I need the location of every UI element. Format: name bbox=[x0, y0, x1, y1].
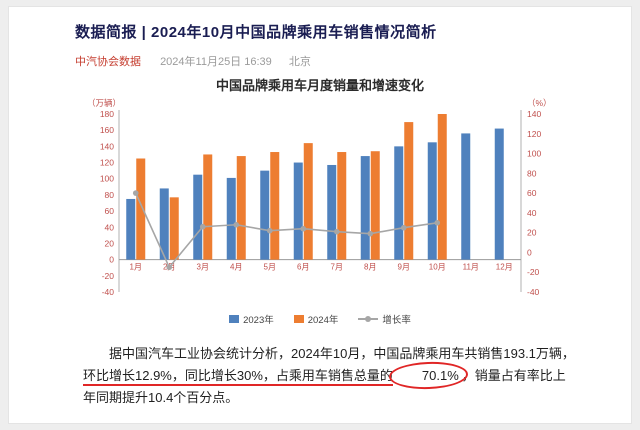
svg-text:40: 40 bbox=[527, 208, 537, 218]
svg-text:140: 140 bbox=[100, 141, 114, 151]
legend-bar-swatch bbox=[229, 314, 240, 323]
svg-text:20: 20 bbox=[527, 228, 537, 238]
summary-segment-normal: ，销量占有率比上年同期提升10.4个百分点。 bbox=[83, 368, 566, 406]
legend-item-2: 增长率 bbox=[358, 312, 411, 326]
svg-text:-20: -20 bbox=[102, 271, 115, 281]
legend-item-1: 2024年 bbox=[293, 312, 339, 326]
article-card: 数据简报 | 2024年10月中国品牌乘用车销售情况简析 中汽协会数据 2024… bbox=[8, 6, 632, 424]
svg-text:120: 120 bbox=[100, 158, 114, 168]
svg-text:（万辆）: （万辆） bbox=[87, 98, 121, 108]
svg-text:160: 160 bbox=[100, 125, 114, 135]
summary-segment-normal: 据中国汽车工业协会统计分析，2024年10月，中国品牌乘用车共销售193.1万辆… bbox=[109, 346, 575, 361]
svg-text:-40: -40 bbox=[527, 287, 540, 297]
summary-segment-underline: 环比增长12.9%，同比增长30%，占乘用车销售总量的 bbox=[83, 368, 393, 387]
svg-text:10月: 10月 bbox=[429, 263, 446, 272]
svg-text:60: 60 bbox=[105, 206, 115, 216]
growth-rate-line bbox=[132, 190, 441, 271]
svg-text:40: 40 bbox=[105, 222, 115, 232]
legend-label: 增长率 bbox=[382, 314, 411, 326]
summary-paragraph: 据中国汽车工业协会统计分析，2024年10月，中国品牌乘用车共销售193.1万辆… bbox=[83, 343, 575, 409]
svg-text:180: 180 bbox=[100, 109, 114, 119]
month-labels: 1月2月3月4月5月6月7月8月9月10月11月12月 bbox=[130, 263, 513, 272]
article-meta: 中汽协会数据 2024年11月25日 16:39 北京 bbox=[75, 53, 631, 69]
legend-item-0: 2023年 bbox=[229, 312, 274, 326]
svg-text:-20: -20 bbox=[527, 267, 540, 277]
publish-location: 北京 bbox=[288, 56, 311, 68]
svg-text:80: 80 bbox=[527, 168, 537, 178]
right-axis-ticks: 140 120 100 80 60 40 20 0 -20 -40 bbox=[527, 109, 541, 297]
legend-label: 2023年 bbox=[243, 314, 274, 326]
svg-text:6月: 6月 bbox=[297, 263, 309, 272]
svg-text:0: 0 bbox=[109, 255, 114, 265]
page-title: 数据简报 | 2024年10月中国品牌乘用车销售情况简析 bbox=[75, 24, 437, 41]
source-label: 中汽协会数据 bbox=[75, 56, 141, 68]
svg-text:3月: 3月 bbox=[197, 263, 209, 272]
axis-lines bbox=[118, 110, 522, 292]
svg-text:9月: 9月 bbox=[398, 263, 410, 272]
bars-2024年 bbox=[136, 114, 447, 260]
svg-text:140: 140 bbox=[527, 109, 541, 119]
svg-text:1月: 1月 bbox=[130, 263, 142, 272]
svg-text:11月: 11月 bbox=[463, 263, 479, 272]
svg-text:（%）: （%） bbox=[527, 98, 552, 108]
left-axis-ticks: 180 160 140 120 100 80 60 40 20 0 -20 -40 bbox=[100, 109, 114, 297]
svg-text:8月: 8月 bbox=[364, 263, 376, 272]
axis-unit-labels: （万辆） （%） bbox=[87, 98, 552, 108]
svg-text:4月: 4月 bbox=[230, 263, 242, 272]
summary-segment-circle: 70.1% bbox=[393, 365, 462, 387]
legend-line-swatch bbox=[358, 315, 379, 322]
svg-text:-40: -40 bbox=[102, 287, 115, 297]
svg-text:0: 0 bbox=[527, 247, 532, 257]
bars-2023年 bbox=[126, 128, 504, 260]
svg-text:120: 120 bbox=[527, 129, 541, 139]
chart-container: 中国品牌乘用车月度销量和增速变化 （万辆） （%） 180 160 140 120 100 8… bbox=[85, 75, 555, 326]
svg-text:12月: 12月 bbox=[496, 263, 513, 272]
svg-text:100: 100 bbox=[100, 174, 114, 184]
sales-growth-chart: （万辆） （%）180160140120100806040200-20-40140… bbox=[87, 98, 552, 297]
svg-text:60: 60 bbox=[527, 188, 537, 198]
svg-text:80: 80 bbox=[105, 190, 115, 200]
svg-text:100: 100 bbox=[527, 149, 541, 159]
legend-label: 2024年 bbox=[307, 314, 339, 326]
chart-legend: 2023年 2024年 增长率 bbox=[85, 312, 555, 326]
legend-bar-swatch bbox=[293, 314, 304, 323]
svg-text:5月: 5月 bbox=[264, 263, 276, 272]
publish-datetime: 2024年11月25日 16:39 bbox=[160, 56, 272, 68]
svg-text:7月: 7月 bbox=[331, 263, 343, 272]
svg-text:20: 20 bbox=[105, 238, 115, 248]
chart-title: 中国品牌乘用车月度销量和增速变化 bbox=[215, 78, 424, 93]
